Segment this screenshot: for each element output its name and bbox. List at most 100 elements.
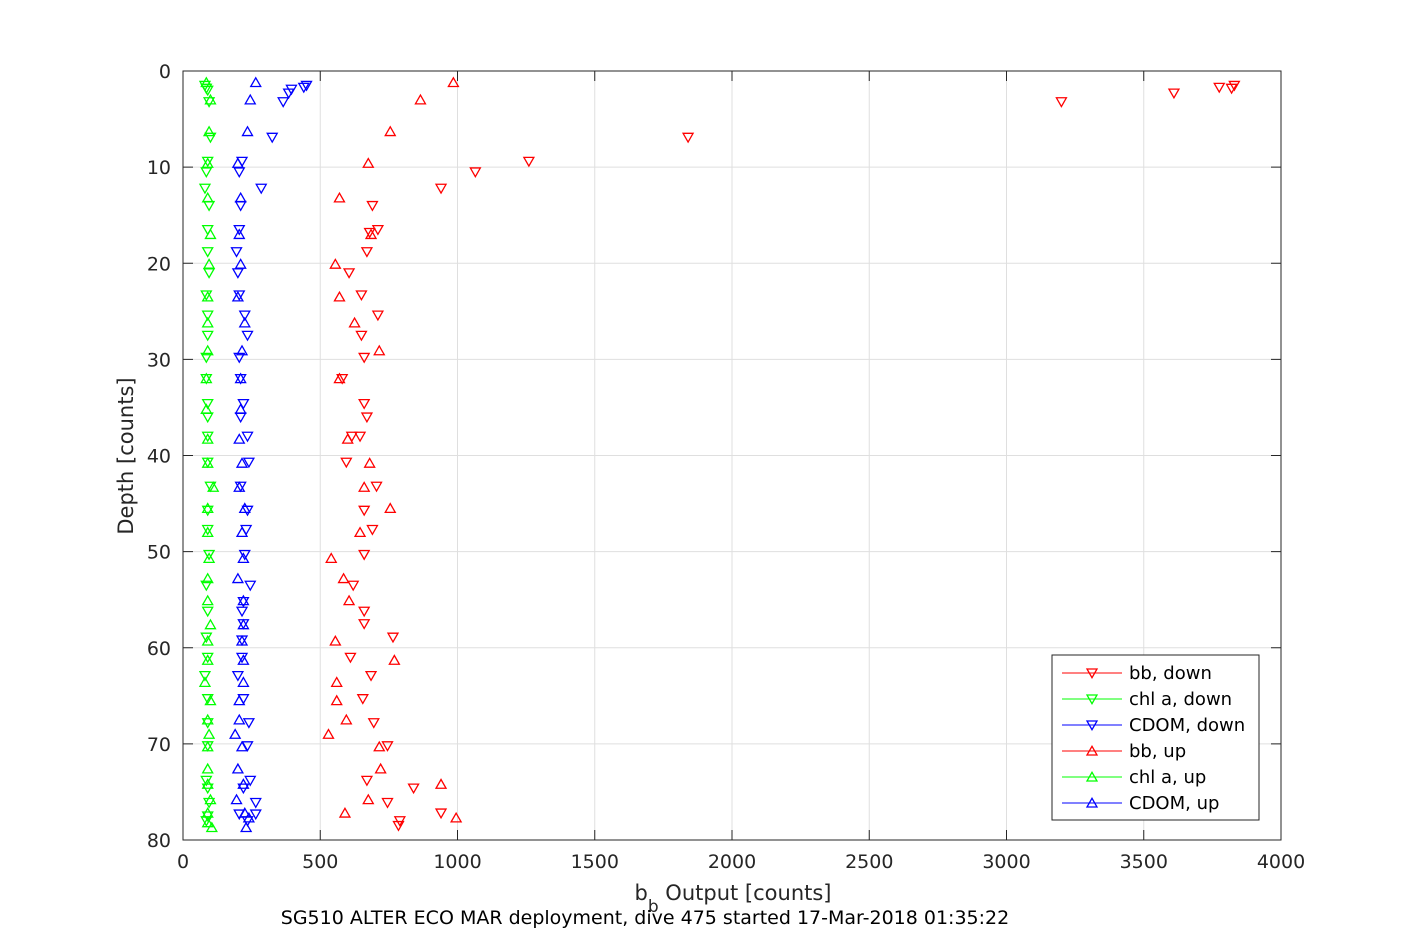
data-point [522, 156, 535, 168]
data-point [242, 718, 256, 729]
y-tick-label: 20 [147, 253, 171, 275]
data-point [234, 412, 247, 424]
series-chl-a-up [198, 76, 220, 833]
data-point [198, 670, 212, 682]
data-point [201, 316, 214, 328]
data-point [342, 594, 356, 606]
data-point [230, 247, 243, 258]
data-point [233, 481, 246, 492]
data-point [202, 125, 216, 137]
data-point [681, 132, 695, 144]
data-point [249, 809, 262, 821]
data-point [200, 372, 213, 384]
data-point [200, 167, 213, 178]
legend-marker [1085, 796, 1099, 808]
data-point [356, 694, 369, 705]
data-point [336, 373, 349, 385]
data-point [231, 762, 245, 774]
data-point [360, 775, 374, 787]
data-point [322, 728, 335, 739]
data-point [407, 783, 420, 795]
data-point [201, 330, 214, 342]
data-point [235, 526, 249, 538]
data-point [201, 290, 214, 302]
data-point [202, 549, 216, 561]
data-point [201, 694, 214, 705]
data-point [325, 552, 338, 564]
data-point [201, 502, 214, 514]
data-point [333, 191, 346, 203]
data-point [233, 224, 246, 236]
data-point [360, 412, 374, 424]
data-point [434, 778, 448, 789]
data-point [229, 728, 242, 739]
data-point [231, 290, 245, 302]
legend-box [1051, 654, 1260, 821]
legend-label: chl a, up [1129, 767, 1206, 788]
data-point [233, 694, 246, 706]
data-point [240, 821, 253, 833]
data-point [201, 652, 214, 664]
data-point [241, 431, 254, 443]
data-point [201, 740, 214, 752]
data-point [381, 741, 394, 752]
data-point [282, 88, 295, 100]
x-tick-label: 4000 [1257, 851, 1305, 873]
data-point [358, 619, 371, 630]
data-point [200, 403, 213, 415]
data-point [330, 694, 343, 706]
legend-marker [1085, 770, 1099, 782]
y-tick-label: 10 [147, 157, 171, 179]
data-point [384, 125, 397, 137]
data-point [358, 549, 371, 561]
data-point [235, 344, 249, 356]
data-point [255, 183, 268, 195]
data-point [344, 652, 357, 664]
data-point [201, 157, 214, 168]
data-point [367, 718, 380, 729]
data-point [231, 572, 245, 584]
data-point [202, 552, 216, 564]
x-tick-label: 2000 [708, 851, 756, 873]
legend-item: chl a, down [1062, 689, 1232, 710]
data-point [373, 740, 386, 752]
data-point [358, 505, 371, 517]
data-point [241, 125, 254, 137]
x-axis-label: bb Output [counts] [634, 881, 831, 917]
data-point [249, 797, 262, 809]
data-point [341, 433, 354, 444]
data-point [348, 316, 361, 328]
data-point [374, 762, 387, 774]
data-point [204, 694, 217, 706]
data-point [1225, 83, 1238, 95]
data-point [1213, 82, 1226, 94]
data-point [371, 224, 385, 236]
data-point [234, 372, 247, 384]
data-point [388, 654, 401, 665]
data-point [355, 290, 368, 302]
data-point [277, 97, 290, 108]
data-point [366, 200, 379, 212]
data-point [370, 481, 383, 493]
data-point [329, 634, 342, 646]
data-point [201, 654, 214, 665]
data-point [469, 167, 482, 178]
data-point [202, 728, 216, 739]
data-point [233, 713, 246, 725]
data-point [201, 526, 214, 538]
data-point [364, 670, 378, 682]
data-point [297, 82, 310, 94]
data-point [201, 412, 214, 424]
data-point [201, 718, 214, 729]
y-tick-label: 50 [147, 542, 171, 564]
data-point [201, 762, 214, 774]
data-point [363, 457, 376, 468]
data-point [333, 290, 346, 302]
y-tick-label: 70 [147, 734, 171, 756]
data-point [233, 352, 246, 364]
y-tick-label: 60 [147, 638, 171, 660]
data-point [238, 502, 251, 514]
series-cdom-down [230, 80, 313, 827]
data-point [237, 778, 250, 789]
data-point [414, 93, 427, 105]
